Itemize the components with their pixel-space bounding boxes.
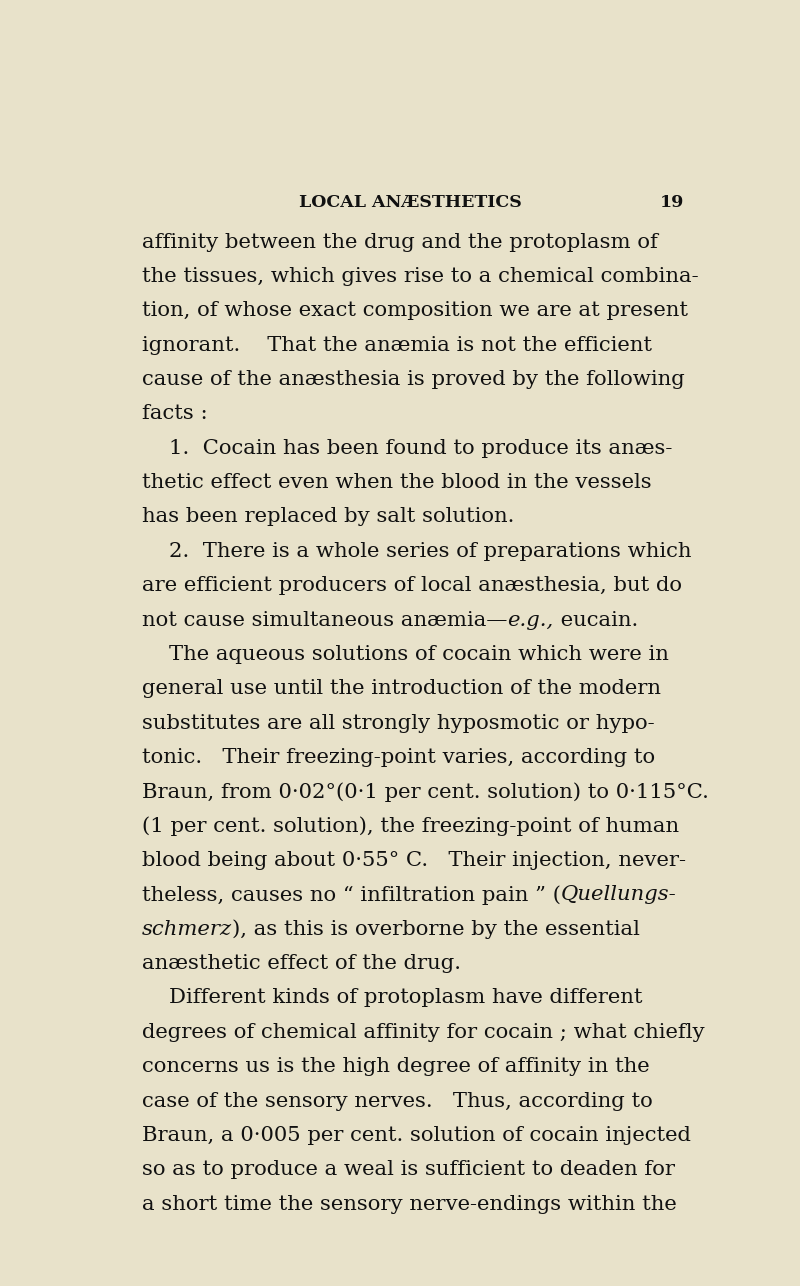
Text: theless, causes no “ infiltration pain ” (: theless, causes no “ infiltration pain ”… (142, 885, 561, 905)
Text: general use until the introduction of the modern: general use until the introduction of th… (142, 679, 661, 698)
Text: has been replaced by salt solution.: has been replaced by salt solution. (142, 508, 514, 526)
Text: affinity between the drug and the protoplasm of: affinity between the drug and the protop… (142, 233, 658, 252)
Text: ignorant.    That the anæmia is not the efficient: ignorant. That the anæmia is not the eff… (142, 336, 652, 355)
Text: Braun, a 0·005 per cent. solution of cocain injected: Braun, a 0·005 per cent. solution of coc… (142, 1127, 691, 1145)
Text: substitutes are all strongly hyposmotic or hypo-: substitutes are all strongly hyposmotic … (142, 714, 654, 733)
Text: schmerz: schmerz (142, 919, 232, 939)
Text: tonic.   Their freezing-point varies, according to: tonic. Their freezing-point varies, acco… (142, 748, 655, 766)
Text: case of the sensory nerves.   Thus, according to: case of the sensory nerves. Thus, accord… (142, 1092, 653, 1111)
Text: tion, of whose exact composition we are at present: tion, of whose exact composition we are … (142, 301, 688, 320)
Text: eucain.: eucain. (554, 611, 638, 630)
Text: thetic effect even when the blood in the vessels: thetic effect even when the blood in the… (142, 473, 652, 493)
Text: Quellungs-: Quellungs- (561, 885, 677, 904)
Text: 1.  Cocain has been found to produce its anæs-: 1. Cocain has been found to produce its … (142, 439, 673, 458)
Text: degrees of chemical affinity for cocain ; what chiefly: degrees of chemical affinity for cocain … (142, 1022, 705, 1042)
Text: cause of the anæsthesia is proved by the following: cause of the anæsthesia is proved by the… (142, 370, 685, 388)
Text: e.g.,: e.g., (507, 611, 554, 630)
Text: Braun, from 0·02°(0·1 per cent. solution) to 0·115°C.: Braun, from 0·02°(0·1 per cent. solution… (142, 782, 709, 802)
Text: the tissues, which gives rise to a chemical combina-: the tissues, which gives rise to a chemi… (142, 267, 698, 285)
Text: ), as this is overborne by the essential: ), as this is overborne by the essential (232, 919, 640, 940)
Text: facts :: facts : (142, 404, 208, 423)
Text: The aqueous solutions of cocain which were in: The aqueous solutions of cocain which we… (142, 644, 669, 664)
Text: a short time the sensory nerve-endings within the: a short time the sensory nerve-endings w… (142, 1195, 677, 1214)
Text: 19: 19 (660, 194, 684, 211)
Text: Different kinds of protoplasm have different: Different kinds of protoplasm have diffe… (142, 989, 642, 1007)
Text: concerns us is the high degree of affinity in the: concerns us is the high degree of affini… (142, 1057, 650, 1076)
Text: are efficient producers of local anæsthesia, but do: are efficient producers of local anæsthe… (142, 576, 682, 595)
Text: blood being about 0·55° C.   Their injection, never-: blood being about 0·55° C. Their injecti… (142, 851, 686, 871)
Text: (1 per cent. solution), the freezing-point of human: (1 per cent. solution), the freezing-poi… (142, 817, 679, 836)
Text: 2.  There is a whole series of preparations which: 2. There is a whole series of preparatio… (142, 541, 692, 561)
Text: not cause simultaneous anæmia—: not cause simultaneous anæmia— (142, 611, 507, 630)
Text: so as to produce a weal is sufficient to deaden for: so as to produce a weal is sufficient to… (142, 1160, 675, 1179)
Text: LOCAL ANÆSTHETICS: LOCAL ANÆSTHETICS (298, 194, 522, 211)
Text: anæsthetic effect of the drug.: anæsthetic effect of the drug. (142, 954, 461, 974)
